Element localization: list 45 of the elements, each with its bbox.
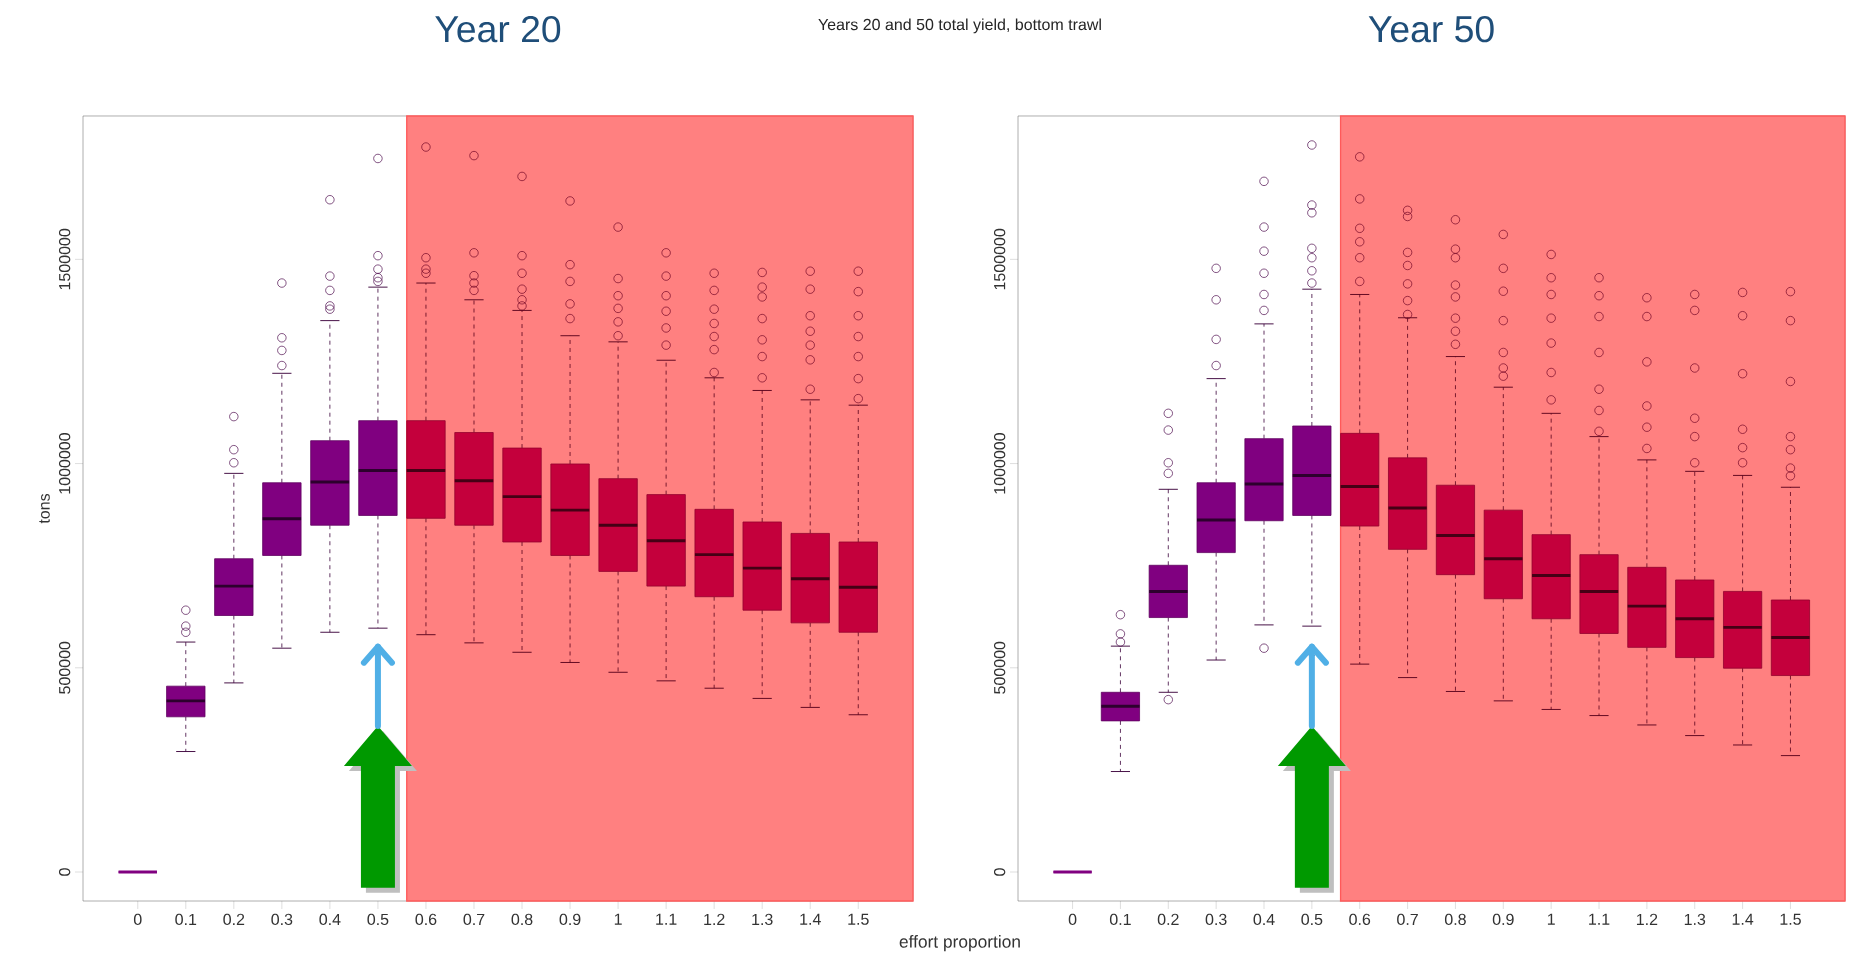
- x-tick-label: 0.4: [319, 913, 341, 926]
- y-axis-title: tons: [39, 493, 50, 524]
- x-tick-label: 0.9: [1492, 913, 1514, 926]
- y-tick-label: 0: [993, 868, 1006, 876]
- y-tick-label: 1000000: [993, 433, 1006, 494]
- x-tick-label: 0.7: [1397, 913, 1418, 926]
- x-tick-label: 0.1: [1109, 913, 1131, 926]
- x-tick-label: 0.8: [1444, 913, 1466, 926]
- x-tick-label: 0.6: [1349, 913, 1371, 926]
- y-tick-label: 500000: [58, 641, 71, 694]
- x-tick-label: 0.7: [463, 913, 485, 926]
- y-tick-label: 1000000: [58, 433, 71, 494]
- x-tick-label: 1.2: [1636, 913, 1658, 925]
- x-tick-label: 0: [133, 913, 142, 926]
- x-tick-label: 1: [1547, 913, 1555, 925]
- x-tick-label: 0.2: [223, 913, 245, 926]
- x-tick-label: 1.2: [704, 913, 725, 925]
- x-tick-label: 0.5: [367, 913, 389, 926]
- x-tick-label: 0.2: [1157, 913, 1179, 926]
- x-tick-label: 1: [614, 913, 622, 925]
- y-tick-label: 1500000: [58, 228, 71, 290]
- x-tick-label: 0.4: [1253, 913, 1275, 926]
- x-tick-label: 0.1: [175, 913, 197, 926]
- x-tick-label: 0.9: [559, 913, 581, 926]
- chart-title: Year 20: [435, 15, 561, 43]
- y-tick-label: 1500000: [993, 228, 1006, 290]
- x-tick-label: 1.3: [752, 913, 773, 926]
- y-tick-label: 0: [58, 868, 71, 876]
- x-tick-label: 0.6: [415, 913, 437, 926]
- x-axis-title: effort proportion: [899, 935, 1020, 952]
- x-tick-label: 0.3: [1205, 913, 1227, 926]
- x-tick-label: 1.5: [1780, 913, 1801, 925]
- chart-title: Year 50: [1368, 15, 1494, 43]
- x-tick-label: 1.3: [1684, 913, 1706, 926]
- x-tick-label: 1.1: [656, 913, 677, 925]
- x-tick-label: 0.3: [271, 913, 293, 926]
- y-tick-label: 500000: [993, 641, 1006, 694]
- x-tick-label: 0.8: [511, 913, 533, 926]
- x-tick-label: 1.1: [1589, 913, 1610, 925]
- x-tick-label: 0: [1068, 913, 1077, 926]
- x-tick-label: 1.4: [1732, 913, 1754, 925]
- x-tick-label: 1.4: [800, 913, 821, 925]
- x-tick-label: 1.5: [848, 913, 869, 925]
- x-tick-label: 0.5: [1301, 913, 1323, 926]
- text: Years 20 and 50 total yield, bottom trawl: [818, 18, 1101, 34]
